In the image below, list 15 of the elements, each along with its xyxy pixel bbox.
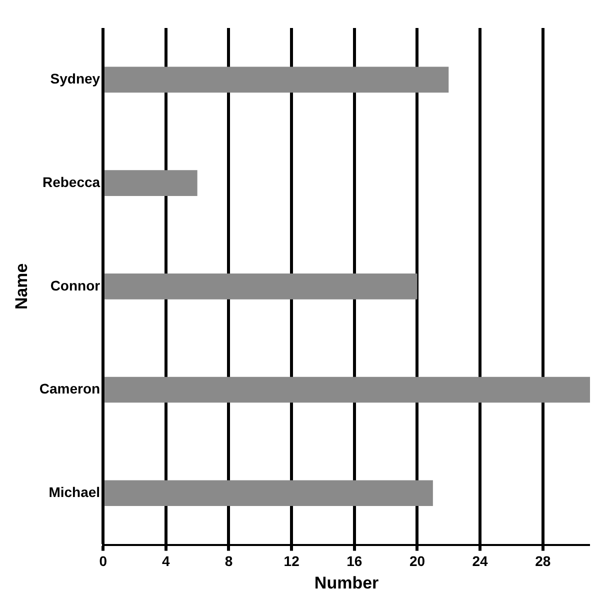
y-tick-label: Cameron xyxy=(39,380,100,397)
x-tick-label: 24 xyxy=(472,553,488,570)
x-tick-label: 20 xyxy=(409,553,426,570)
y-tick-label: Sydney xyxy=(50,70,100,87)
y-tick-label: Michael xyxy=(48,484,100,500)
x-tick-label: 8 xyxy=(224,553,233,570)
x-tick-label: 0 xyxy=(99,553,108,570)
y-axis-title: Name xyxy=(12,263,31,310)
x-tick-label: 4 xyxy=(162,553,170,570)
x-tick-label: 16 xyxy=(346,553,362,570)
y-tick-label: Rebecca xyxy=(42,174,100,190)
y-tick-label: Connor xyxy=(50,277,101,294)
x-tick-label: 12 xyxy=(284,553,300,570)
x-axis-title: Number xyxy=(314,573,380,592)
x-tick-label: 28 xyxy=(535,553,551,570)
